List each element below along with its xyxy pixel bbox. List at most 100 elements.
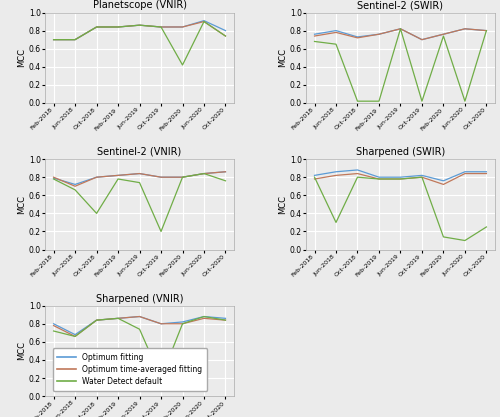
Optimum time-averaged fitting (419, 175, 425, 180)
Optimum fitting (94, 175, 100, 180)
Optimum time-averaged fitting (440, 182, 446, 187)
Water Detect default (201, 314, 207, 319)
Water Detect default (50, 37, 56, 42)
Optimum time-averaged fitting (72, 184, 78, 189)
Optimum time-averaged fitting (333, 173, 339, 178)
Title: Sharpened (SWIR): Sharpened (SWIR) (356, 147, 445, 157)
Optimum time-averaged fitting (158, 321, 164, 326)
Water Detect default (50, 176, 56, 181)
Optimum fitting (94, 318, 100, 323)
Optimum time-averaged fitting (354, 35, 360, 40)
Optimum time-averaged fitting (158, 175, 164, 180)
Optimum fitting (354, 168, 360, 173)
Optimum time-averaged fitting (72, 334, 78, 339)
Optimum fitting (376, 32, 382, 37)
Optimum time-averaged fitting (222, 169, 228, 174)
Optimum fitting (180, 25, 186, 30)
Water Detect default (312, 175, 318, 180)
Optimum time-averaged fitting (222, 33, 228, 38)
Water Detect default (312, 39, 318, 44)
Optimum fitting (50, 321, 56, 326)
Water Detect default (440, 33, 446, 38)
Optimum fitting (333, 169, 339, 174)
Optimum fitting (222, 169, 228, 174)
Optimum fitting (72, 332, 78, 337)
Optimum fitting (312, 32, 318, 37)
Water Detect default (72, 334, 78, 339)
Water Detect default (222, 33, 228, 38)
Optimum time-averaged fitting (158, 25, 164, 30)
Y-axis label: MCC: MCC (278, 48, 287, 67)
Water Detect default (222, 178, 228, 183)
Line: Optimum time-averaged fitting: Optimum time-averaged fitting (54, 22, 226, 40)
Optimum fitting (50, 176, 56, 181)
Water Detect default (94, 25, 100, 30)
Optimum time-averaged fitting (115, 173, 121, 178)
Water Detect default (115, 25, 121, 30)
Water Detect default (94, 318, 100, 323)
Optimum time-averaged fitting (94, 175, 100, 180)
Water Detect default (376, 99, 382, 104)
Optimum time-averaged fitting (50, 175, 56, 180)
Water Detect default (354, 99, 360, 104)
Optimum time-averaged fitting (484, 28, 490, 33)
Optimum fitting (136, 23, 142, 28)
Optimum fitting (201, 171, 207, 176)
Y-axis label: MCC: MCC (17, 48, 26, 67)
Water Detect default (484, 224, 490, 229)
Line: Optimum fitting: Optimum fitting (54, 317, 226, 334)
Optimum fitting (158, 321, 164, 326)
Line: Optimum fitting: Optimum fitting (314, 29, 486, 40)
Water Detect default (484, 28, 490, 33)
Water Detect default (180, 321, 186, 326)
Y-axis label: MCC: MCC (17, 342, 26, 360)
Water Detect default (201, 19, 207, 24)
Optimum time-averaged fitting (462, 26, 468, 31)
Line: Optimum time-averaged fitting: Optimum time-averaged fitting (314, 29, 486, 40)
Water Detect default (462, 99, 468, 104)
Optimum fitting (115, 316, 121, 321)
Optimum fitting (398, 26, 404, 31)
Optimum time-averaged fitting (312, 33, 318, 38)
Line: Optimum time-averaged fitting: Optimum time-averaged fitting (314, 173, 486, 184)
Optimum fitting (180, 175, 186, 180)
Title: Planetscope (VNIR): Planetscope (VNIR) (92, 0, 186, 10)
Optimum time-averaged fitting (72, 37, 78, 42)
Optimum time-averaged fitting (440, 32, 446, 37)
Water Detect default (158, 229, 164, 234)
Water Detect default (158, 376, 164, 381)
Optimum time-averaged fitting (376, 176, 382, 181)
Line: Water Detect default: Water Detect default (54, 317, 226, 378)
Optimum fitting (158, 175, 164, 180)
Optimum fitting (115, 25, 121, 30)
Line: Water Detect default: Water Detect default (54, 173, 226, 231)
Optimum time-averaged fitting (376, 32, 382, 37)
Y-axis label: MCC: MCC (278, 195, 287, 214)
Line: Water Detect default: Water Detect default (314, 177, 486, 241)
Optimum time-averaged fitting (50, 323, 56, 328)
Water Detect default (50, 329, 56, 334)
Optimum fitting (354, 35, 360, 40)
Water Detect default (136, 327, 142, 332)
Optimum fitting (440, 32, 446, 37)
Optimum time-averaged fitting (398, 26, 404, 31)
Optimum time-averaged fitting (462, 171, 468, 176)
Optimum fitting (201, 18, 207, 23)
Water Detect default (158, 25, 164, 30)
Optimum fitting (94, 25, 100, 30)
Optimum time-averaged fitting (94, 318, 100, 323)
Water Detect default (419, 99, 425, 104)
Optimum time-averaged fitting (222, 318, 228, 323)
Water Detect default (462, 238, 468, 243)
Optimum fitting (222, 316, 228, 321)
Optimum time-averaged fitting (419, 37, 425, 42)
Optimum fitting (440, 178, 446, 183)
Optimum time-averaged fitting (484, 171, 490, 176)
Optimum time-averaged fitting (136, 23, 142, 28)
Optimum time-averaged fitting (398, 176, 404, 181)
Optimum time-averaged fitting (180, 321, 186, 326)
Title: Sentinel-2 (VNIR): Sentinel-2 (VNIR) (98, 147, 182, 157)
Optimum fitting (136, 171, 142, 176)
Line: Optimum time-averaged fitting: Optimum time-averaged fitting (54, 172, 226, 186)
Optimum time-averaged fitting (115, 25, 121, 30)
